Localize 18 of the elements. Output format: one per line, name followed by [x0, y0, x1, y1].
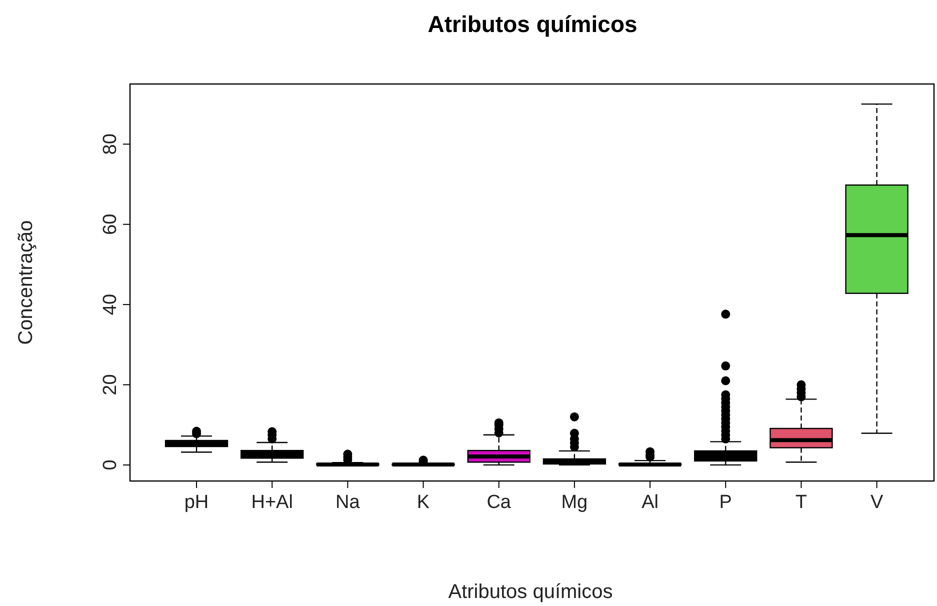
- y-tick-label: 0: [100, 460, 121, 470]
- y-tick-label: 60: [100, 214, 121, 235]
- y-tick-label: 20: [100, 374, 121, 396]
- x-tick-label: Ca: [486, 492, 512, 513]
- x-tick-label: V: [870, 492, 884, 513]
- x-tick-label: K: [416, 492, 430, 513]
- x-tick-label: pH: [184, 492, 209, 513]
- x-axis-title: Atributos químicos: [448, 581, 613, 603]
- x-tick-label: Mg: [561, 492, 588, 513]
- y-tick-label: 40: [100, 294, 121, 316]
- x-tick-label: Al: [642, 492, 658, 513]
- chart-title: Atributos químicos: [428, 11, 638, 37]
- y-axis-title: Concentração: [15, 220, 37, 345]
- x-tick-label: T: [795, 492, 808, 513]
- y-tick-label: 80: [100, 134, 121, 155]
- x-tick-label: H+Al: [251, 492, 293, 513]
- x-tick-label: Na: [336, 492, 360, 513]
- x-tick-label: P: [719, 492, 732, 513]
